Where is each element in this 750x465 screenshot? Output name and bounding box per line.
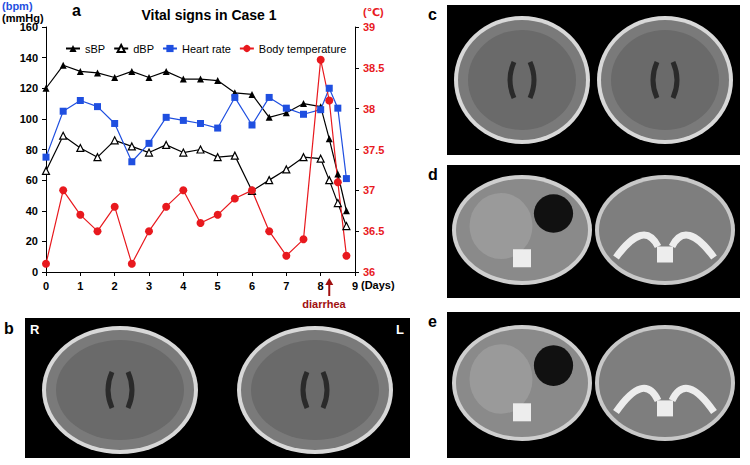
svg-text:(mmHg): (mmHg): [2, 11, 44, 24]
svg-text:9: 9: [352, 280, 358, 292]
svg-text:100: 100: [20, 113, 38, 125]
svg-text:d: d: [428, 166, 438, 183]
svg-text:38.5: 38.5: [363, 62, 384, 74]
svg-text:0: 0: [32, 266, 38, 278]
svg-text:dBP: dBP: [133, 43, 154, 55]
svg-text:5: 5: [215, 280, 221, 292]
svg-text:140: 140: [20, 52, 38, 64]
svg-text:1: 1: [77, 280, 83, 292]
svg-text:20: 20: [26, 235, 38, 247]
svg-text:6: 6: [249, 280, 255, 292]
svg-text:e: e: [428, 313, 437, 330]
svg-text:b: b: [4, 320, 14, 337]
svg-text:7: 7: [283, 280, 289, 292]
svg-text:60: 60: [26, 174, 38, 186]
svg-text:(℃): (℃): [363, 6, 384, 18]
svg-text:Body temperature: Body temperature: [259, 43, 346, 55]
svg-text:38: 38: [363, 103, 375, 115]
svg-text:sBP: sBP: [85, 43, 105, 55]
svg-text:40: 40: [26, 205, 38, 217]
svg-text:2: 2: [112, 280, 118, 292]
svg-text:a: a: [72, 2, 81, 19]
svg-text:Vital signs in Case 1: Vital signs in Case 1: [141, 7, 276, 23]
svg-text:8: 8: [318, 280, 324, 292]
svg-text:R: R: [30, 322, 40, 337]
svg-text:Heart rate: Heart rate: [182, 43, 231, 55]
svg-text:0: 0: [43, 280, 49, 292]
svg-text:36.5: 36.5: [363, 225, 384, 237]
svg-text:(bpm): (bpm): [2, 0, 33, 12]
svg-text:4: 4: [180, 280, 187, 292]
svg-text:(Days): (Days): [361, 279, 395, 291]
svg-text:80: 80: [26, 144, 38, 156]
svg-text:160: 160: [20, 21, 38, 33]
svg-text:37.5: 37.5: [363, 144, 384, 156]
svg-text:39: 39: [363, 21, 375, 33]
svg-text:3: 3: [146, 280, 152, 292]
svg-text:diarrhea: diarrhea: [302, 298, 346, 310]
svg-text:120: 120: [20, 82, 38, 94]
svg-text:37: 37: [363, 184, 375, 196]
svg-text:36: 36: [363, 266, 375, 278]
svg-text:L: L: [396, 322, 404, 337]
svg-text:c: c: [428, 6, 437, 23]
